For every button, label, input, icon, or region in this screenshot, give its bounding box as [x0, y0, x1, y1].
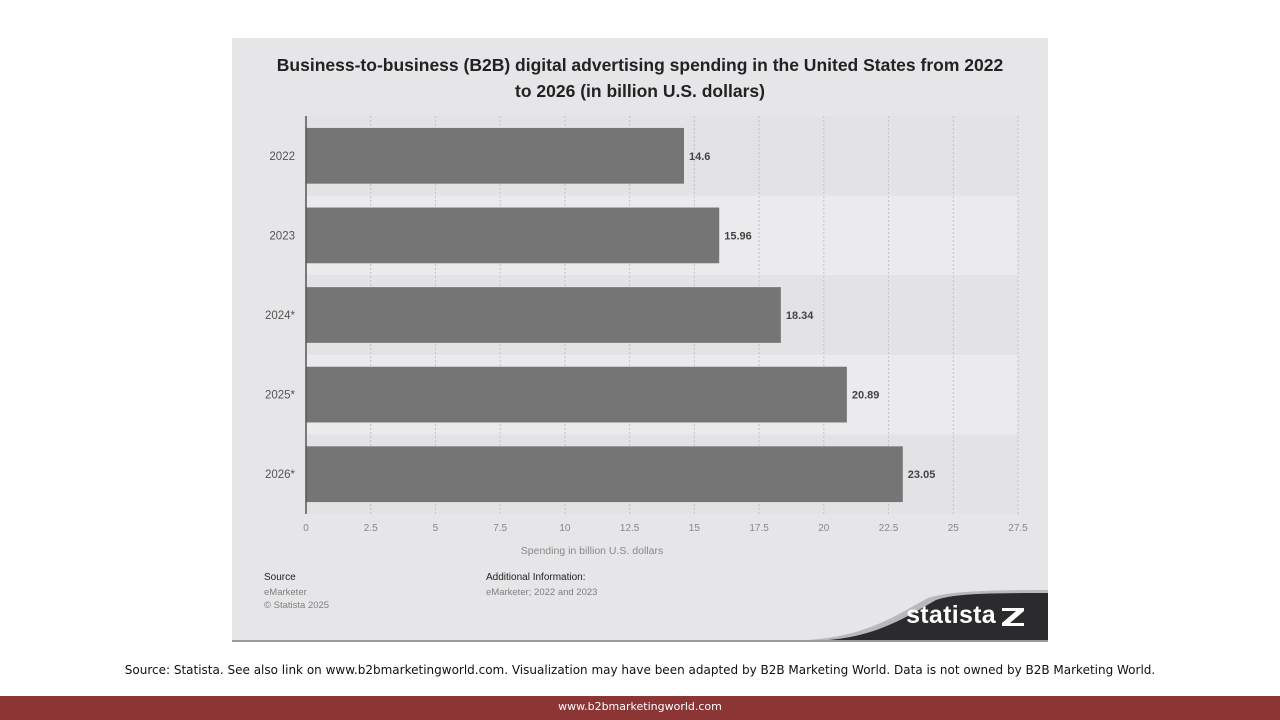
bar	[306, 366, 847, 423]
statista-wordmark: statista	[906, 601, 996, 629]
x-tick-label: 0	[303, 523, 309, 534]
category-label: 2025*	[265, 390, 296, 402]
bar	[306, 127, 685, 184]
x-tick-label: 27.5	[1008, 523, 1028, 534]
x-tick-label: 15	[689, 523, 701, 534]
chart-card: Business-to-business (B2B) digital adver…	[232, 38, 1048, 642]
source-line-1: eMarketer	[264, 587, 307, 598]
bar	[306, 446, 903, 503]
statista-logo-icon	[1002, 608, 1024, 626]
x-tick-label: 17.5	[749, 523, 769, 534]
brand-swoosh	[808, 590, 1048, 640]
x-tick-label: 2.5	[364, 523, 378, 534]
x-tick-label: 20	[818, 523, 830, 534]
footer-url-link[interactable]: www.b2bmarketingworld.com	[558, 700, 722, 713]
footer-bar: www.b2bmarketingworld.com	[0, 696, 1280, 720]
x-tick-label: 25	[948, 523, 960, 534]
category-label: 2026*	[265, 469, 296, 481]
value-label: 20.89	[852, 390, 880, 402]
bar	[306, 207, 720, 264]
value-label: 14.6	[689, 151, 710, 163]
source-block: Source eMarketer © Statista 2025	[264, 572, 329, 612]
category-label: 2023	[269, 230, 295, 242]
x-axis-label: Spending in billion U.S. dollars	[521, 545, 663, 557]
value-label: 23.05	[908, 469, 936, 481]
additional-info-block: Additional Information: eMarketer; 2022 …	[486, 572, 597, 599]
category-label: 2022	[269, 151, 295, 163]
value-label: 15.96	[724, 230, 752, 242]
category-label: 2024*	[265, 310, 296, 322]
page-source-note: Source: Statista. See also link on www.b…	[124, 663, 1156, 677]
x-tick-label: 10	[559, 523, 571, 534]
x-tick-label: 12.5	[620, 523, 640, 534]
x-tick-label: 7.5	[493, 523, 507, 534]
additional-info-heading: Additional Information:	[486, 572, 586, 583]
bar	[306, 287, 781, 343]
value-label: 18.34	[786, 310, 814, 322]
x-tick-label: 5	[433, 523, 439, 534]
additional-info-text: eMarketer; 2022 and 2023	[486, 587, 598, 598]
source-line-2: © Statista 2025	[264, 600, 330, 611]
x-tick-label: 22.5	[879, 523, 899, 534]
source-heading: Source	[264, 572, 296, 583]
chart-title: Business-to-business (B2B) digital adver…	[276, 55, 1004, 101]
